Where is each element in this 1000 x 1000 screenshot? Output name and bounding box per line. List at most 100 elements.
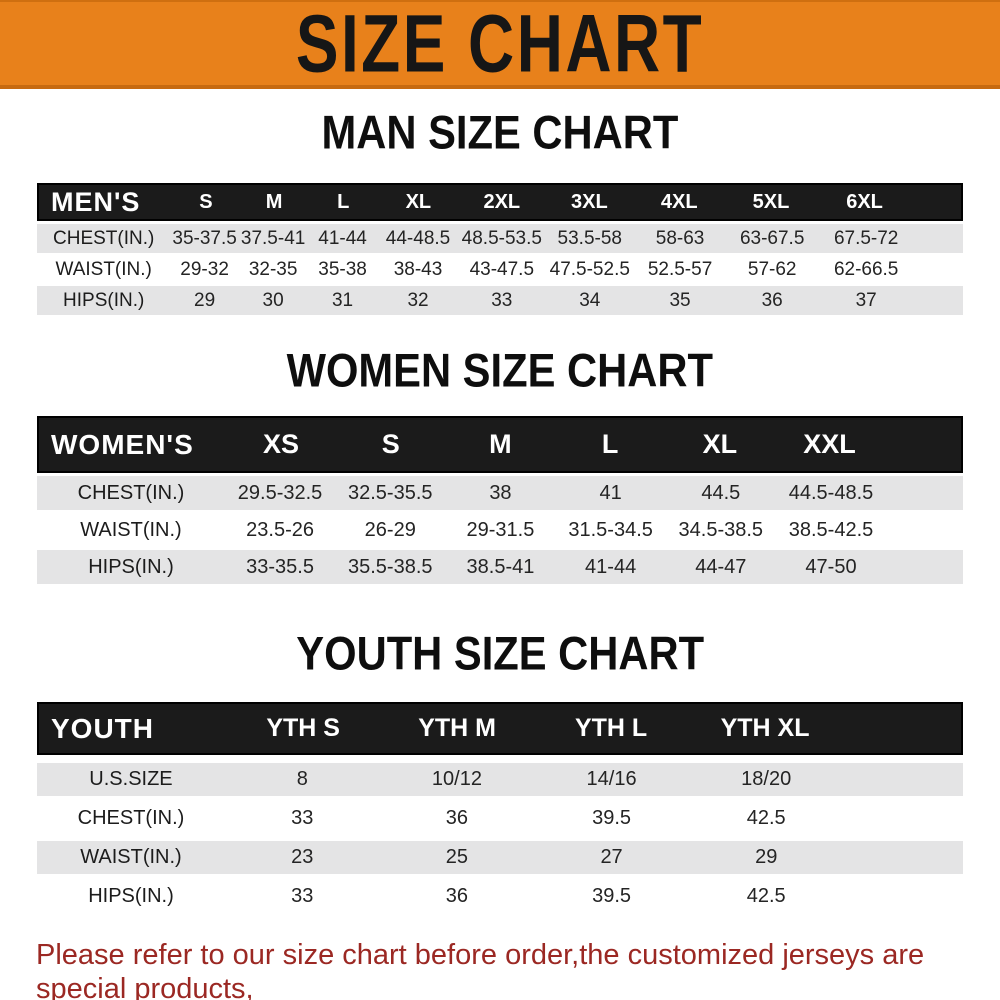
youth-row-hips-in-: HIPS(IN.) 33 36 39.5 42.5	[37, 880, 963, 913]
men-value-cell: 32	[407, 289, 429, 311]
youth-size-table: YOUTH YTH S YTH M YTH L YTH XL U.S.SIZE 8 10/12…	[37, 702, 963, 913]
men-value-cell: 33	[491, 289, 513, 311]
youth-value-cell: 25	[445, 846, 469, 868]
men-size-col-s: S	[199, 190, 213, 213]
women-value-cell: 33-35.5	[246, 555, 314, 578]
women-value-cell: 34.5-38.5	[678, 518, 764, 541]
women-size-col-xxl: XXL	[803, 429, 856, 459]
youth-value-cell: 23	[291, 846, 314, 868]
youth-header-label: YOUTH	[51, 712, 154, 744]
men-value-cell: 48.5-53.5	[461, 227, 542, 249]
women-table-header-row: WOMEN'S XS S M L XL XXL	[37, 416, 963, 473]
youth-row-label: WAIST(IN.)	[80, 846, 182, 868]
women-row-hips-in-: HIPS(IN.) 33-35.5 35.5-38.5 38.5-41 41-44 44-…	[37, 550, 963, 584]
men-value-cell: 67.5-72	[833, 227, 899, 249]
men-value-cell: 29	[194, 289, 216, 311]
men-value-cell: 62-66.5	[833, 258, 899, 280]
men-size-col-2xl: 2XL	[483, 190, 521, 213]
youth-value-cell: 33	[291, 807, 314, 829]
men-row-chest-in-: CHEST(IN.) 35-37.5 37.5-41 41-44 44-48.5 48.5…	[37, 224, 963, 253]
women-row-label: CHEST(IN.)	[77, 481, 185, 504]
youth-value-cell: 33	[291, 885, 314, 907]
men-value-cell: 32-35	[248, 258, 298, 280]
men-value-cell: 30	[262, 289, 284, 311]
women-row-label: HIPS(IN.)	[88, 555, 174, 578]
men-value-cell: 43-47.5	[469, 258, 535, 280]
women-value-cell: 35.5-38.5	[347, 555, 433, 578]
women-size-table: WOMEN'S XS S M L XL XXL CHEST(IN.) 29.5-32.5 32.5…	[37, 416, 963, 584]
men-size-col-6xl: 6XL	[846, 190, 883, 213]
youth-size-col-yth-m: YTH M	[418, 714, 496, 742]
men-row-label: CHEST(IN.)	[53, 227, 155, 249]
men-value-cell: 37.5-41	[240, 227, 306, 249]
women-value-cell: 23.5-26	[246, 518, 314, 541]
women-header-label: WOMEN'S	[51, 428, 194, 460]
women-value-cell: 38	[489, 481, 512, 504]
men-size-col-3xl: 3XL	[571, 190, 608, 213]
youth-value-cell: 42.5	[746, 885, 786, 907]
men-value-cell: 35	[669, 289, 691, 311]
women-value-cell: 38.5-42.5	[788, 518, 874, 541]
men-value-cell: 58-63	[655, 227, 705, 249]
banner: SIZE CHART	[0, 0, 1000, 89]
women-value-cell: 47-50	[805, 555, 857, 578]
man-size-table: MEN'S S M L XL 2XL 3XL 4XL 5XL 6XL CHEST(IN.) 35-37…	[37, 183, 963, 315]
youth-section-title: YOUTH SIZE CHART	[296, 627, 704, 681]
women-value-cell: 44.5	[701, 481, 741, 504]
women-size-col-xl: XL	[702, 429, 738, 459]
men-size-col-m: M	[265, 190, 283, 213]
youth-value-cell: 27	[600, 846, 623, 868]
youth-size-col-yth-xl: YTH XL	[720, 714, 810, 742]
youth-size-col-yth-l: YTH L	[574, 714, 648, 742]
youth-value-cell: 42.5	[746, 807, 786, 829]
women-row-label: WAIST(IN.)	[80, 518, 182, 541]
women-value-cell: 32.5-35.5	[347, 481, 433, 504]
men-value-cell: 34	[579, 289, 601, 311]
men-size-col-5xl: 5XL	[752, 190, 790, 213]
men-value-cell: 35-38	[318, 258, 367, 280]
man-section-title: MAN SIZE CHART	[321, 106, 679, 160]
youth-value-cell: 36	[445, 807, 469, 829]
men-row-label: HIPS(IN.)	[63, 289, 145, 311]
women-value-cell: 44.5-48.5	[788, 481, 874, 504]
men-value-cell: 36	[761, 289, 783, 311]
men-size-col-l: L	[337, 190, 350, 213]
women-value-cell: 41-44	[585, 555, 637, 578]
men-row-label: WAIST(IN.)	[55, 258, 152, 280]
youth-size-col-yth-s: YTH S	[266, 714, 340, 742]
women-row-chest-in-: CHEST(IN.) 29.5-32.5 32.5-35.5 38 41 44.5 44.5…	[37, 476, 963, 510]
youth-row-label: CHEST(IN.)	[77, 807, 185, 829]
disclaimer: Please refer to our size chart before or…	[36, 938, 980, 1000]
women-value-cell: 31.5-34.5	[568, 518, 653, 541]
men-size-col-xl: XL	[405, 190, 432, 213]
youth-row-chest-in-: CHEST(IN.) 33 36 39.5 42.5	[37, 802, 963, 835]
women-size-col-l: L	[601, 429, 619, 459]
youth-value-cell: 18/20	[741, 768, 792, 790]
women-row-waist-in-: WAIST(IN.) 23.5-26 26-29 29-31.5 31.5-34.5 34…	[37, 513, 963, 547]
women-size-col-xs: XS	[262, 429, 300, 459]
youth-value-cell: 8	[296, 768, 308, 790]
men-value-cell: 38-43	[393, 258, 443, 280]
women-value-cell: 29-31.5	[466, 518, 535, 541]
youth-table-header-row: YOUTH YTH S YTH M YTH L YTH XL	[37, 702, 963, 755]
youth-row-label: HIPS(IN.)	[88, 885, 174, 907]
men-row-waist-in-: WAIST(IN.) 29-32 32-35 35-38 38-43 43-47.5 47.…	[37, 255, 963, 284]
men-value-cell: 52.5-57	[647, 258, 713, 280]
women-value-cell: 26-29	[364, 518, 416, 541]
women-value-cell: 44-47	[695, 555, 747, 578]
youth-value-cell: 36	[445, 885, 469, 907]
youth-row-label: U.S.SIZE	[89, 768, 173, 790]
men-value-cell: 31	[331, 289, 354, 311]
banner-title: SIZE CHART	[295, 0, 705, 90]
women-value-cell: 29.5-32.5	[237, 481, 323, 504]
youth-value-cell: 14/16	[586, 768, 637, 790]
men-row-hips-in-: HIPS(IN.) 29 30 31 32 33 34 35 36 37	[37, 286, 963, 315]
men-value-cell: 41-44	[318, 227, 367, 249]
men-size-col-4xl: 4XL	[660, 190, 698, 213]
men-value-cell: 63-67.5	[739, 227, 805, 249]
men-header-label: MEN'S	[51, 186, 141, 217]
youth-value-cell: 10/12	[431, 768, 482, 790]
men-value-cell: 53.5-58	[557, 227, 622, 249]
youth-value-cell: 39.5	[592, 807, 632, 829]
